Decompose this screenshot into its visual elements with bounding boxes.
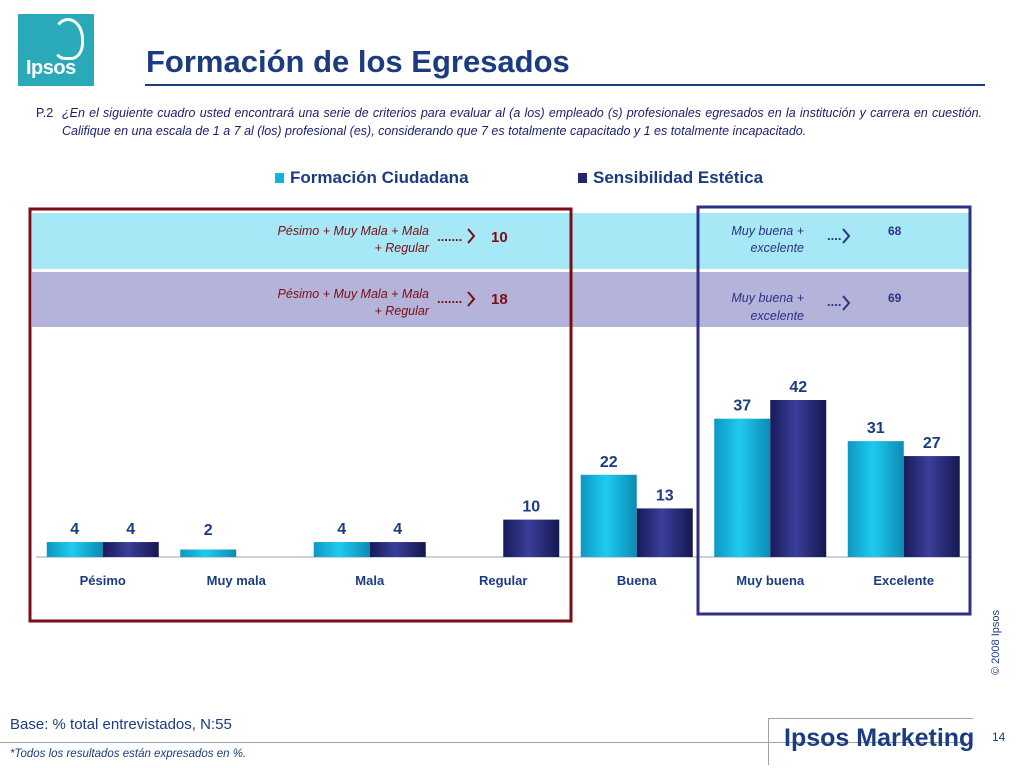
value-label-series1-0: 4 [70, 521, 79, 538]
x-tick-label-5: Muy buena [736, 573, 805, 588]
question-text: ¿En el siguiente cuadro usted encontrará… [62, 106, 982, 138]
right-band2-dots: .... [827, 294, 841, 309]
value-label-series2-4: 13 [656, 487, 674, 504]
bar-series1-5 [714, 418, 771, 557]
bar-series1-2 [313, 542, 370, 557]
brand-name: Ipsos Marketing [784, 724, 975, 752]
copyright: © 2008 Ipsos [990, 610, 1002, 675]
left-band1-dots: ....... [437, 229, 462, 244]
bar-series2-0 [102, 542, 159, 557]
right-band2-arrow-icon [842, 295, 851, 311]
left-band1-label-line2: + Regular [374, 241, 429, 255]
bar-series2-5 [770, 400, 827, 557]
x-tick-label-2: Mala [355, 573, 385, 588]
bar-series1-0 [46, 542, 103, 557]
page-number: 14 [992, 730, 1006, 744]
logo-text: Ipsos [26, 57, 76, 79]
positive-ratings-frame [696, 205, 972, 616]
question-text-block: P.2 ¿En el siguiente cuadro usted encont… [36, 104, 982, 140]
value-label-series2-6: 27 [923, 435, 941, 452]
right-band1-value: 68 [888, 224, 902, 238]
logo-head-icon [52, 18, 84, 60]
value-label-series2-2: 4 [393, 521, 402, 538]
legend-swatch-series1 [275, 173, 284, 183]
left-band1-value: 10 [491, 229, 508, 246]
legend-label-series1: Formación Ciudadana [290, 168, 469, 187]
bar-series1-4 [580, 474, 637, 557]
value-label-series1-5: 37 [733, 398, 751, 415]
right-band2-value: 69 [888, 291, 902, 305]
left-band2-label-line2: + Regular [374, 304, 429, 318]
x-tick-label-3: Regular [479, 573, 527, 588]
right-band1-label-line2: excelente [750, 241, 804, 255]
right-band1-dots: .... [827, 228, 841, 243]
left-band1-arrow-icon [467, 228, 476, 244]
value-label-series1-6: 31 [867, 420, 885, 437]
right-band2-label-line2: excelente [750, 309, 804, 323]
bars-group [46, 400, 960, 557]
left-band2-arrow-icon [467, 291, 476, 307]
value-label-series2-5: 42 [789, 379, 807, 396]
x-tick-label-4: Buena [617, 573, 658, 588]
legend-item-series2: Sensibilidad Estética [578, 168, 763, 188]
footer-divider [0, 742, 966, 743]
left-band1-label-line1: Pésimo + Muy Mala + Mala [278, 224, 429, 238]
negative-ratings-frame [28, 207, 573, 623]
left-band2-value: 18 [491, 291, 508, 308]
summary-band-series1 [32, 213, 970, 269]
bar-series1-1 [180, 549, 237, 557]
title-underline [145, 84, 985, 86]
value-label-series2-3: 10 [522, 499, 540, 516]
bar-series2-3 [503, 519, 560, 557]
legend-label-series2: Sensibilidad Estética [593, 168, 764, 187]
x-tick-label-6: Excelente [873, 573, 934, 588]
left-band2-label-line1: Pésimo + Muy Mala + Mala [278, 287, 429, 301]
bar-series2-2 [369, 542, 426, 557]
x-tick-label-0: Pésimo [80, 573, 126, 588]
value-label-series2-0: 4 [126, 521, 135, 538]
bar-series2-6 [903, 456, 960, 557]
value-label-series1-4: 22 [600, 454, 618, 471]
bar-series2-4 [636, 508, 693, 557]
brand-frame [768, 718, 973, 765]
value-label-series1-1: 2 [204, 522, 213, 539]
tick-labels-group: Pésimo Muy mala Mala Regular Buena Muy buena E… [80, 573, 934, 588]
ipsos-logo: Ipsos [18, 14, 94, 86]
legend-item-series1: Formación Ciudadana [275, 168, 469, 188]
right-band1-label-line1: Muy buena + [731, 224, 804, 238]
page-title: Formación de los Egresados [146, 44, 570, 79]
footnote: *Todos los resultados están expresados e… [10, 748, 247, 760]
left-band2-dots: ....... [437, 291, 462, 306]
question-number: P.2 [36, 106, 54, 120]
right-band2-label-line1: Muy buena + [731, 291, 804, 305]
x-tick-label-1: Muy mala [207, 573, 267, 588]
base-note: Base: % total entrevistados, N:55 [10, 716, 232, 733]
right-band1-arrow-icon [842, 228, 851, 244]
value-label-series1-2: 4 [337, 521, 346, 538]
legend-swatch-series2 [578, 173, 587, 183]
bar-series1-6 [847, 441, 904, 557]
summary-band-series2 [32, 272, 970, 327]
